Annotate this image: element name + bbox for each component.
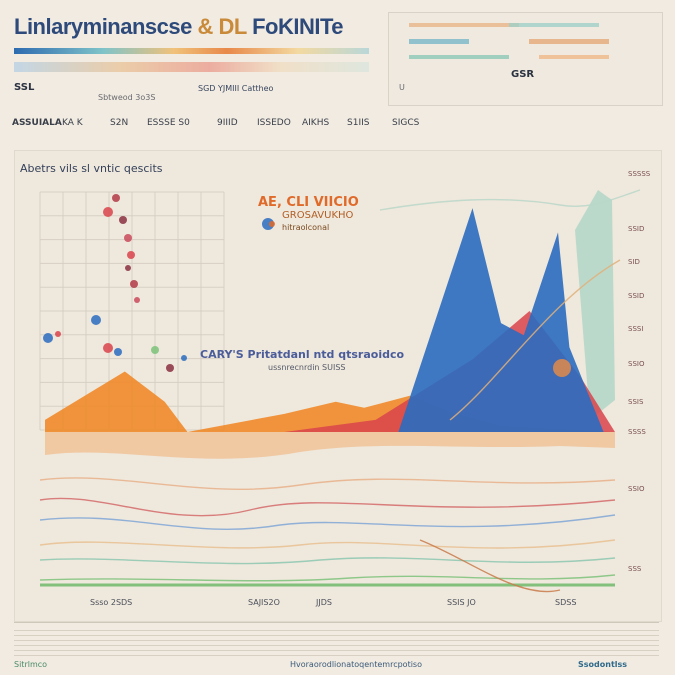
x-tick-label: SAJIS2O	[248, 598, 280, 607]
scatter-point	[125, 265, 131, 271]
chart-annotation-1: AE, CLI VIICIO	[258, 195, 359, 210]
scatter-point	[151, 346, 159, 354]
y-tick-label: SSID	[628, 225, 644, 233]
chart-annotation-2: GROSAVUKHO	[282, 210, 353, 221]
wave-line	[40, 515, 615, 529]
footer-right: Ssodontlss	[578, 660, 627, 669]
chart-canvas	[0, 0, 675, 675]
wave-line	[40, 498, 615, 515]
area-blue	[398, 208, 603, 432]
scatter-point	[166, 364, 174, 372]
scatter-point	[103, 207, 113, 217]
scatter-point	[181, 355, 187, 361]
scatter-point	[43, 333, 53, 343]
y-tick-label: SID	[628, 258, 640, 266]
x-tick-label: SSIS JO	[447, 598, 476, 607]
x-tick-label: SDSS	[555, 598, 576, 607]
footer-divider	[14, 622, 659, 623]
scatter-point	[134, 297, 140, 303]
footer-text-lines	[14, 630, 659, 656]
y-tick-label: SSID	[628, 292, 644, 300]
x-tick-label: Ssso 2SDS	[90, 598, 132, 607]
footer-left: Sitrlmco	[14, 660, 47, 669]
y-tick-label: SSSI	[628, 325, 643, 333]
y-tick-label: SSSSS	[628, 170, 650, 178]
scatter-point	[553, 359, 571, 377]
scatter-point	[112, 194, 120, 202]
scatter-point	[124, 234, 132, 242]
x-tick-label: JJDS	[316, 598, 332, 607]
scatter-point	[130, 280, 138, 288]
y-tick-label: SSSS	[628, 428, 646, 436]
y-tick-label: SSS	[628, 565, 641, 573]
scatter-point	[127, 251, 135, 259]
scatter-point	[119, 216, 127, 224]
area-orange-wash	[45, 432, 615, 459]
footer-center: Hvoraorodlionatoqentemrcpotiso	[290, 660, 422, 669]
wave-line	[40, 558, 615, 564]
y-tick-label: SSIS	[628, 398, 643, 406]
chart-annotation-3: hitraolconal	[282, 223, 329, 232]
wave-line	[40, 478, 615, 489]
scatter-point	[269, 221, 275, 227]
chart-annotation-mid-sub: ussnrecnrdin SUISS	[268, 363, 346, 372]
chart-areas	[45, 190, 615, 459]
scatter-point	[103, 343, 113, 353]
chart-annotation-mid: CARY'S Pritatdanl ntd qtsraoidco	[200, 348, 404, 361]
y-tick-label: SSIO	[628, 485, 644, 493]
wave-line	[40, 540, 615, 548]
scatter-point	[114, 348, 122, 356]
scatter-point	[55, 331, 61, 337]
chart-title: Abetrs vils sl vntic qescits	[20, 162, 163, 175]
scatter-point	[91, 315, 101, 325]
wave-line	[40, 575, 615, 581]
y-tick-label: SSIO	[628, 360, 644, 368]
